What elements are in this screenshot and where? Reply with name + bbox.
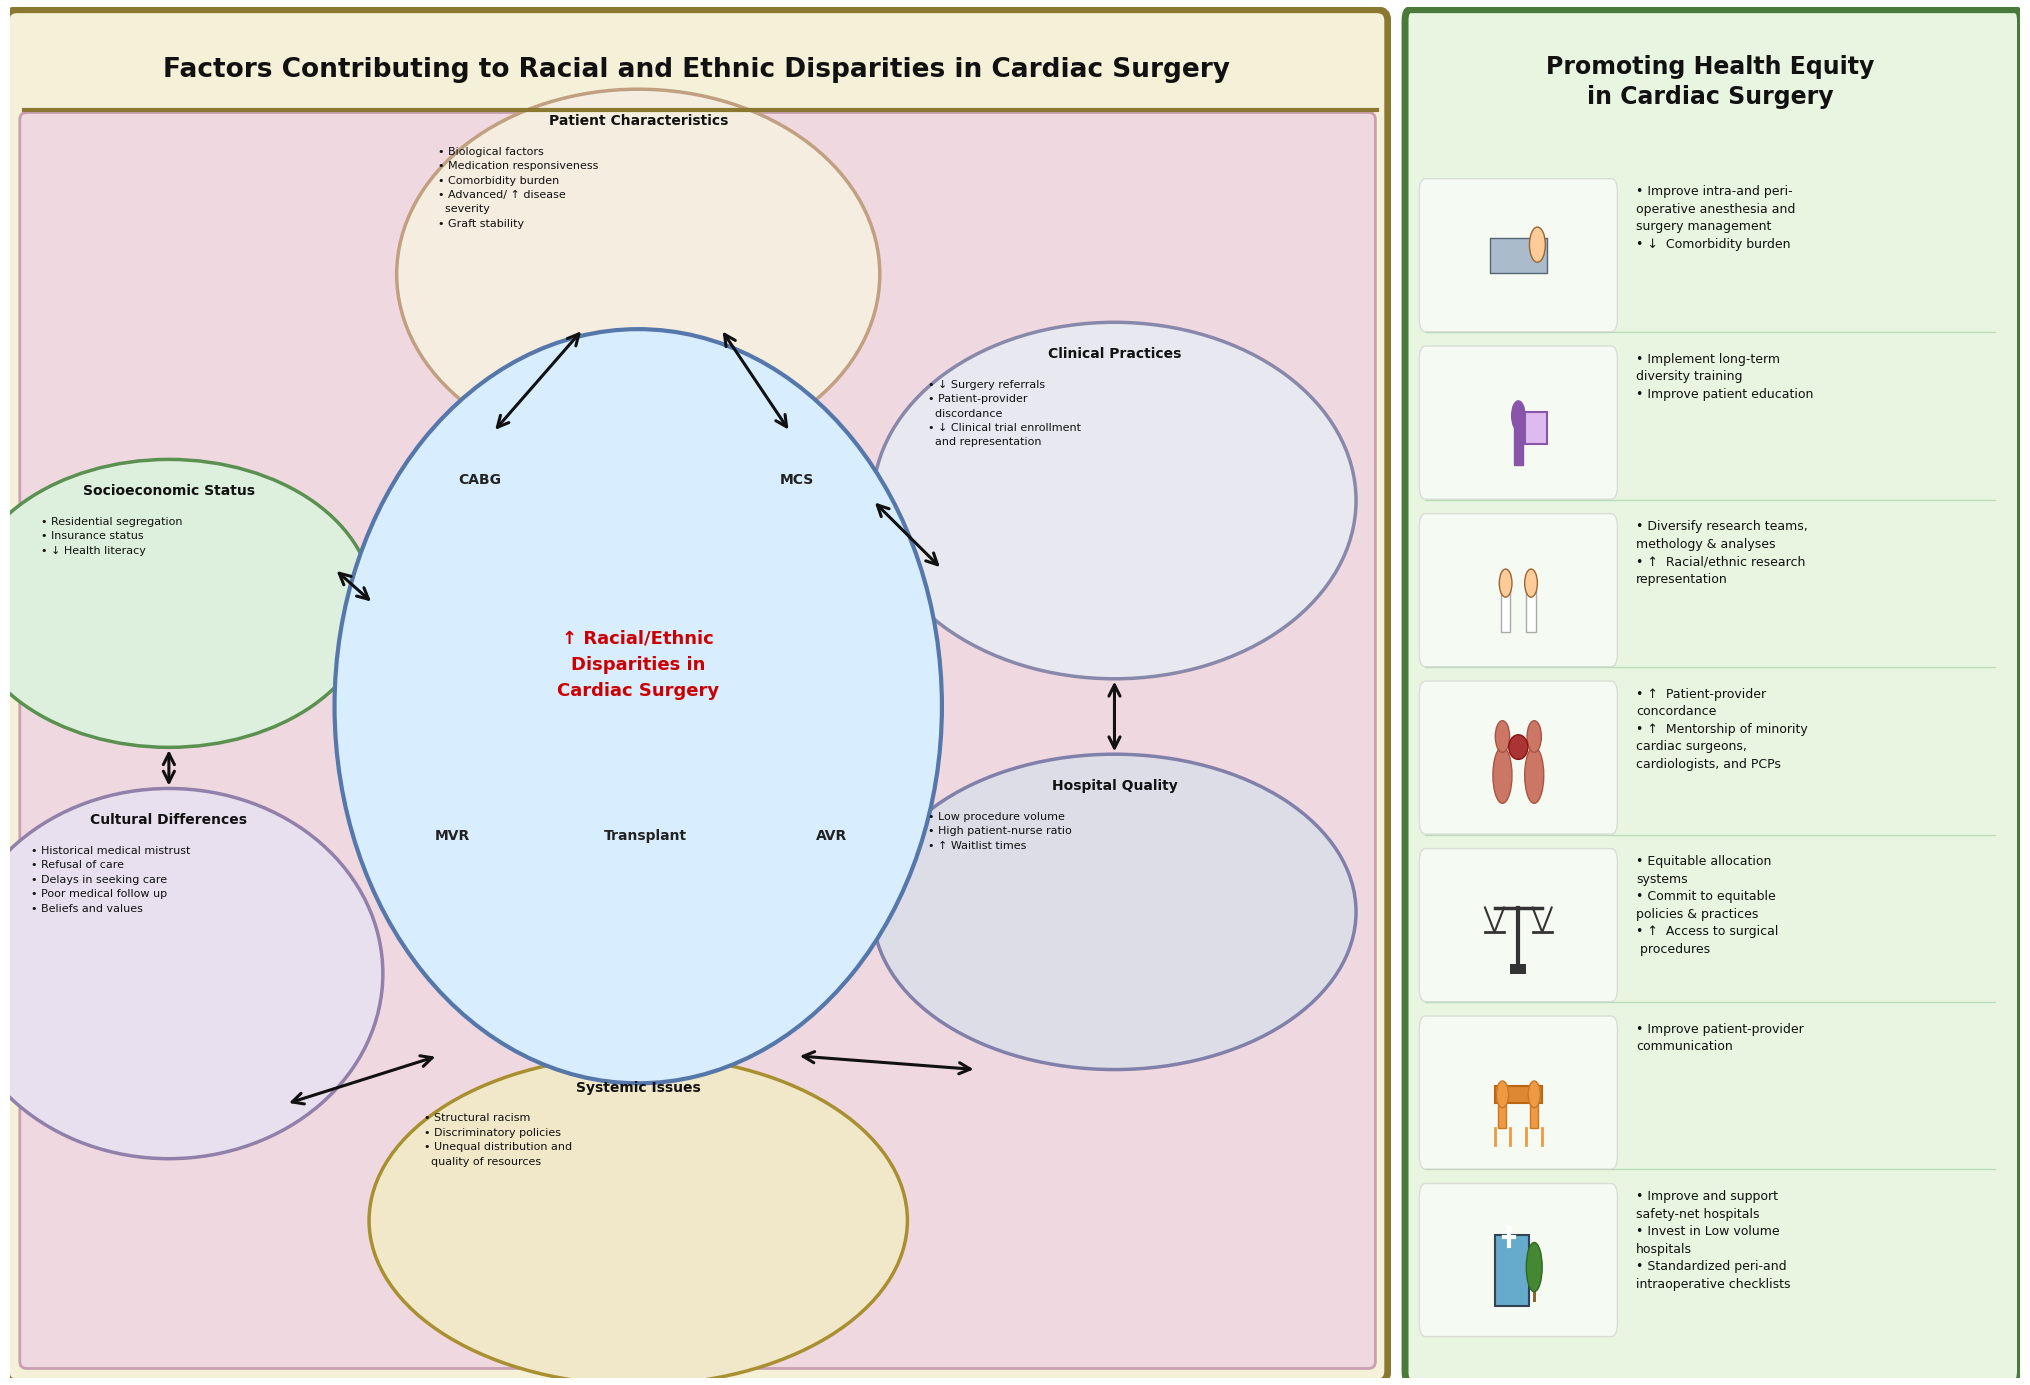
- Text: CABG: CABG: [459, 472, 501, 488]
- Ellipse shape: [335, 330, 942, 1083]
- Text: • Historical medical mistrust
• Refusal of care
• Delays in seeking care
• Poor : • Historical medical mistrust • Refusal …: [30, 846, 191, 914]
- Circle shape: [1525, 569, 1537, 597]
- Ellipse shape: [1492, 747, 1512, 803]
- Text: • Residential segregation
• Insurance status
• ↓ Health literacy: • Residential segregation • Insurance st…: [41, 517, 183, 555]
- Text: Patient Characteristics: Patient Characteristics: [548, 114, 729, 127]
- FancyBboxPatch shape: [1525, 413, 1547, 443]
- FancyBboxPatch shape: [1533, 1274, 1537, 1302]
- Ellipse shape: [1508, 735, 1529, 759]
- Text: Cultural Differences: Cultural Differences: [91, 813, 248, 827]
- FancyBboxPatch shape: [6, 10, 1389, 1382]
- Text: Factors Contributing to Racial and Ethnic Disparities in Cardiac Surgery: Factors Contributing to Racial and Ethni…: [162, 57, 1230, 83]
- Text: • Improve patient-provider
communication: • Improve patient-provider communication: [1636, 1022, 1805, 1053]
- Circle shape: [1529, 1080, 1541, 1108]
- FancyBboxPatch shape: [1494, 1086, 1543, 1102]
- Text: Clinical Practices: Clinical Practices: [1047, 348, 1181, 361]
- Ellipse shape: [873, 755, 1356, 1069]
- Circle shape: [1500, 569, 1512, 597]
- Text: Hospital Quality: Hospital Quality: [1052, 778, 1177, 792]
- Circle shape: [1496, 720, 1510, 752]
- FancyBboxPatch shape: [1419, 514, 1618, 666]
- Ellipse shape: [396, 89, 879, 460]
- FancyBboxPatch shape: [1490, 238, 1547, 273]
- Text: • Implement long-term
diversity training
• Improve patient education: • Implement long-term diversity training…: [1636, 353, 1813, 400]
- FancyBboxPatch shape: [1494, 1235, 1529, 1306]
- FancyBboxPatch shape: [1510, 964, 1527, 974]
- Text: • Structural racism
• Discriminatory policies
• Unequal distribution and
  quali: • Structural racism • Discriminatory pol…: [424, 1114, 572, 1166]
- Circle shape: [1496, 1080, 1508, 1108]
- Ellipse shape: [873, 323, 1356, 679]
- Ellipse shape: [1525, 747, 1543, 803]
- FancyBboxPatch shape: [1419, 1184, 1618, 1337]
- Text: • ↓ Surgery referrals
• Patient-provider
  discordance
• ↓ Clinical trial enroll: • ↓ Surgery referrals • Patient-provider…: [928, 379, 1082, 447]
- Text: AVR: AVR: [816, 830, 847, 843]
- Text: • Low procedure volume
• High patient-nurse ratio
• ↑ Waitlist times: • Low procedure volume • High patient-nu…: [928, 812, 1072, 850]
- FancyBboxPatch shape: [1500, 590, 1510, 633]
- Text: MCS: MCS: [780, 472, 814, 488]
- FancyBboxPatch shape: [1514, 422, 1522, 465]
- FancyBboxPatch shape: [1419, 1017, 1618, 1169]
- Text: Transplant: Transplant: [603, 830, 686, 843]
- Text: Promoting Health Equity
in Cardiac Surgery: Promoting Health Equity in Cardiac Surge…: [1547, 55, 1874, 109]
- Text: ↑ Racial/Ethnic
Disparities in
Cardiac Surgery: ↑ Racial/Ethnic Disparities in Cardiac S…: [556, 630, 719, 701]
- Text: • Diversify research teams,
methology & analyses
• ↑  Racial/ethnic research
rep: • Diversify research teams, methology & …: [1636, 521, 1809, 586]
- Text: • Biological factors
• Medication responsiveness
• Comorbidity burden
• Advanced: • Biological factors • Medication respon…: [438, 147, 599, 229]
- FancyBboxPatch shape: [1498, 1100, 1506, 1127]
- FancyBboxPatch shape: [1531, 1100, 1539, 1127]
- Circle shape: [1529, 227, 1545, 262]
- Text: MVR: MVR: [434, 830, 469, 843]
- Text: Socioeconomic Status: Socioeconomic Status: [83, 485, 256, 499]
- FancyBboxPatch shape: [1405, 10, 2020, 1382]
- Ellipse shape: [0, 788, 384, 1159]
- FancyBboxPatch shape: [1419, 346, 1618, 499]
- FancyBboxPatch shape: [20, 112, 1376, 1368]
- Text: • Improve and support
safety-net hospitals
• Invest in Low volume
hospitals
• St: • Improve and support safety-net hospita…: [1636, 1190, 1790, 1291]
- Text: Systemic Issues: Systemic Issues: [577, 1080, 700, 1094]
- FancyBboxPatch shape: [1419, 849, 1618, 1001]
- FancyBboxPatch shape: [1419, 681, 1618, 834]
- Ellipse shape: [0, 460, 374, 748]
- Text: • Improve intra-and peri-
operative anesthesia and
surgery management
• ↓  Comor: • Improve intra-and peri- operative anes…: [1636, 186, 1795, 251]
- Text: • Equitable allocation
systems
• Commit to equitable
policies & practices
• ↑  A: • Equitable allocation systems • Commit …: [1636, 855, 1778, 956]
- Circle shape: [1512, 400, 1525, 431]
- Ellipse shape: [369, 1055, 907, 1385]
- FancyBboxPatch shape: [1527, 590, 1537, 633]
- Ellipse shape: [1527, 1242, 1543, 1292]
- FancyBboxPatch shape: [1419, 179, 1618, 332]
- Text: • ↑  Patient-provider
concordance
• ↑  Mentorship of minority
cardiac surgeons,
: • ↑ Patient-provider concordance • ↑ Men…: [1636, 687, 1809, 770]
- Circle shape: [1527, 720, 1541, 752]
